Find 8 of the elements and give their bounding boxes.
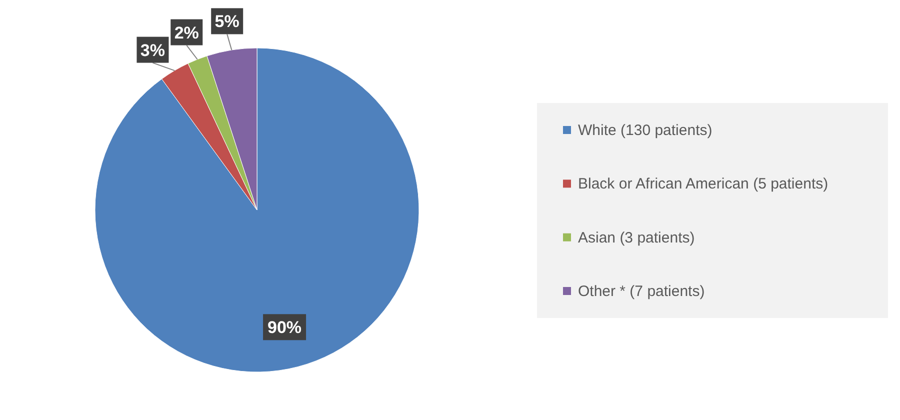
data-label: 2% (174, 23, 199, 42)
data-label: 5% (214, 12, 240, 32)
legend-label: Other * (7 patients) (578, 283, 705, 300)
legend-label: Black or African American (5 patients) (578, 176, 828, 193)
legend-label: White (130 patients) (578, 122, 712, 139)
legend-label: Asian (3 patients) (578, 229, 695, 246)
data-label: 3% (140, 40, 166, 60)
data-label: 90% (268, 318, 302, 338)
